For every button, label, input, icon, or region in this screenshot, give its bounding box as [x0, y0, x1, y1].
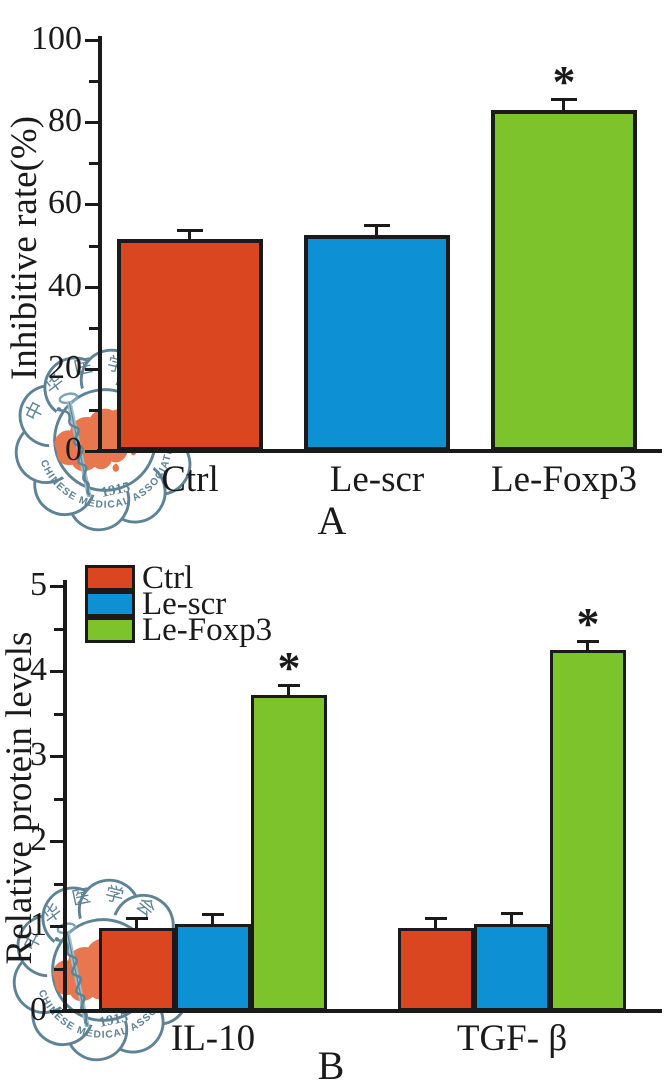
y-minor-tick [89, 408, 98, 412]
error-cap-Ctrl [177, 228, 203, 232]
y-tick-label: 0 [30, 991, 47, 1028]
y-minor-tick [89, 80, 98, 84]
chart-a-caption: A [317, 498, 347, 543]
y-minor-tick [54, 627, 63, 631]
error-bar-Ctrl-TGF- β [434, 917, 437, 930]
y-minor-tick [54, 712, 63, 716]
bar-Ctrl-IL-10 [99, 927, 175, 1011]
y-minor-tick [54, 797, 63, 801]
error-cap-Le-Foxp3 [551, 98, 577, 102]
category-label-IL-10: IL-10 [170, 1018, 256, 1059]
y-minor-tick [89, 326, 98, 330]
y-tick-label: 20 [48, 348, 82, 386]
bar-Le-Foxp3 [491, 109, 637, 451]
y-axis-line [98, 36, 102, 453]
y-major-tick [85, 39, 98, 42]
bar-Ctrl [117, 239, 263, 451]
y-minor-tick [54, 882, 63, 886]
x-axis-line [97, 449, 662, 453]
error-bar-Le-Foxp3-TGF- β [586, 641, 589, 652]
y-tick-label: 5 [30, 566, 47, 603]
category-label-TGF- β: TGF- β [456, 1018, 568, 1059]
error-cap-Le-Foxp3-IL-10 [278, 683, 300, 687]
y-tick-label: 2 [30, 821, 47, 858]
y-major-tick [50, 670, 63, 673]
error-bar-Le-scr [375, 225, 378, 238]
category-label-Ctrl: Ctrl [161, 459, 219, 500]
error-bar-Ctrl [188, 229, 191, 242]
significance-asterisk: * [576, 598, 600, 650]
y-tick-label: 60 [48, 184, 82, 222]
y-major-tick [85, 121, 98, 125]
y-major-tick [50, 1010, 63, 1013]
x-axis-line [62, 1009, 662, 1013]
y-major-tick [85, 203, 98, 207]
y-tick-label: 3 [30, 736, 47, 773]
significance-asterisk: * [277, 641, 301, 693]
y-axis-line [63, 580, 67, 1013]
error-cap-Le-Foxp3-TGF- β [577, 640, 599, 644]
error-cap-Le-scr-TGF- β [501, 912, 523, 916]
y-major-tick [50, 840, 63, 843]
bar-Ctrl-TGF- β [398, 927, 474, 1011]
y-major-tick [85, 450, 98, 453]
error-bar-Le-scr-IL-10 [211, 914, 214, 927]
y-tick-label: 4 [30, 651, 47, 688]
chart-b-caption: B [317, 1043, 345, 1088]
error-bar-Ctrl-IL-10 [135, 917, 138, 930]
y-tick-label: 1 [30, 906, 47, 943]
category-label-Le-scr: Le-scr [329, 459, 425, 500]
bar-Le-Foxp3-TGF- β [550, 649, 626, 1011]
error-bar-Le-scr-TGF- β [510, 913, 513, 927]
y-minor-tick [89, 244, 98, 248]
bar-Le-Foxp3-IL-10 [251, 694, 327, 1011]
legend-swatch-Le-Foxp3 [85, 617, 135, 643]
bar-Le-scr-TGF- β [474, 924, 550, 1011]
legend-swatch-Le-scr [85, 591, 135, 617]
error-cap-Le-scr-IL-10 [202, 913, 224, 917]
y-minor-tick [54, 967, 63, 971]
y-major-tick [50, 925, 63, 928]
legend-label-Le-scr: Le-scr [142, 586, 227, 622]
y-tick-label: 40 [48, 266, 82, 304]
y-major-tick [85, 367, 98, 371]
error-cap-Ctrl-TGF- β [425, 916, 447, 920]
bar-Le-scr [304, 235, 450, 451]
y-major-tick [50, 755, 63, 758]
error-cap-Ctrl-IL-10 [126, 916, 148, 920]
error-cap-Le-scr [364, 224, 390, 228]
error-bar-Le-Foxp3 [562, 99, 565, 112]
legend-swatch-Ctrl [85, 565, 135, 591]
y-tick-label: 100 [31, 20, 82, 57]
legend-label-Le-Foxp3: Le-Foxp3 [142, 612, 273, 648]
y-minor-tick [89, 162, 98, 166]
y-tick-label: 80 [48, 102, 82, 140]
bar-Le-scr-IL-10 [175, 924, 251, 1011]
y-major-tick [85, 285, 98, 289]
category-label-Le-Foxp3: Le-Foxp3 [491, 459, 637, 500]
y-tick-label: 0 [65, 431, 82, 468]
y-major-tick [50, 585, 63, 588]
error-bar-Le-Foxp3-IL-10 [287, 684, 290, 697]
legend-label-Ctrl: Ctrl [142, 560, 194, 596]
significance-asterisk: * [552, 56, 576, 108]
